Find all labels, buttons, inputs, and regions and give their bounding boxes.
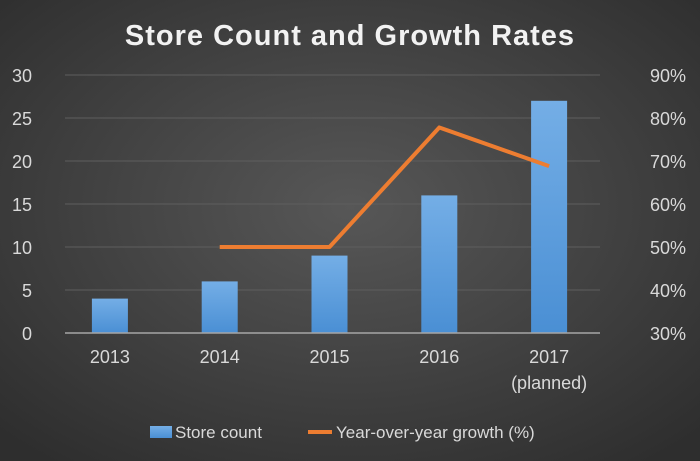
y2-tick-label: 30% bbox=[650, 324, 686, 344]
bar-2014 bbox=[201, 281, 238, 333]
y2-tick-label: 90% bbox=[650, 66, 686, 86]
x-tick-label: 2015 bbox=[309, 347, 349, 367]
bar-2015 bbox=[311, 255, 348, 333]
y-tick-label: 20 bbox=[12, 152, 32, 172]
y-tick-label: 5 bbox=[22, 281, 32, 301]
legend-label-store-count: Store count bbox=[175, 423, 262, 442]
legend: Store count Year-over-year growth (%) bbox=[150, 423, 535, 442]
y-tick-label: 15 bbox=[12, 195, 32, 215]
x-tick-sublabel: (planned) bbox=[511, 373, 587, 393]
y-tick-label: 25 bbox=[12, 109, 32, 129]
y-tick-label: 10 bbox=[12, 238, 32, 258]
x-tick-label: 2014 bbox=[200, 347, 240, 367]
y2-tick-label: 60% bbox=[650, 195, 686, 215]
legend-swatch-store-count bbox=[150, 426, 172, 438]
bar-2016 bbox=[421, 195, 458, 333]
y-tick-label: 0 bbox=[22, 324, 32, 344]
bar-2013 bbox=[91, 298, 128, 333]
y-tick-label: 30 bbox=[12, 66, 32, 86]
y2-tick-label: 40% bbox=[650, 281, 686, 301]
chart-title: Store Count and Growth Rates bbox=[125, 20, 575, 52]
x-tick-label: 2017 bbox=[529, 347, 569, 367]
y2-tick-label: 70% bbox=[650, 152, 686, 172]
y2-tick-label: 80% bbox=[650, 109, 686, 129]
y2-tick-label: 50% bbox=[650, 238, 686, 258]
bar-2017 bbox=[531, 100, 568, 333]
legend-label-growth: Year-over-year growth (%) bbox=[336, 423, 535, 442]
x-tick-label: 2013 bbox=[90, 347, 130, 367]
x-tick-label: 2016 bbox=[419, 347, 459, 367]
growth-line bbox=[219, 125, 550, 249]
